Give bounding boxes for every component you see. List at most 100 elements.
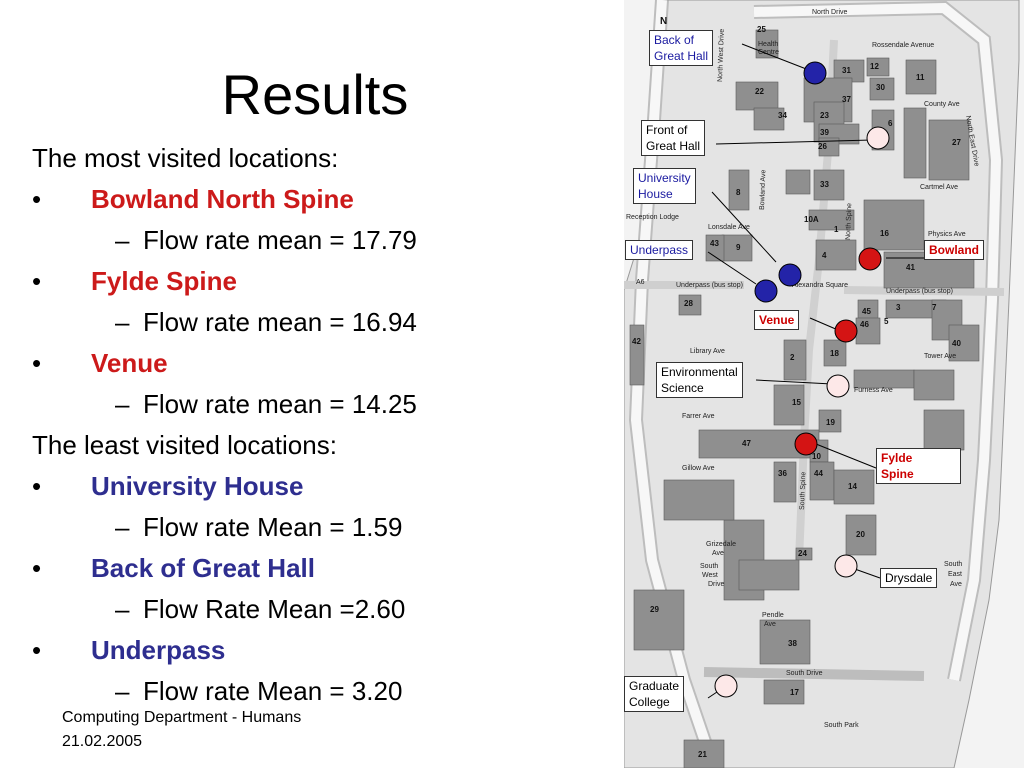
building-number: 18 [830,349,839,358]
building-number: 4 [822,251,827,260]
building-number: 38 [788,639,797,648]
most-item-name: Venue [91,348,168,378]
callout-line: Drysdale [885,571,933,585]
bullet-icon: • [32,266,42,296]
callout-leader-lines [707,43,928,699]
street-label: South [700,563,718,570]
dash-icon: – [115,389,130,419]
street-label: Tower Ave [924,353,956,360]
callout-line: Science [661,381,704,395]
building-number: 2 [790,353,795,362]
building-number: 6 [888,119,893,128]
dash-icon: – [115,512,130,542]
dash-icon: – [115,594,130,624]
building-number: 12 [870,62,879,71]
bullet-icon: • [32,471,42,501]
street-label: Grizedale [706,541,736,548]
callout-line: House [638,187,673,201]
building-number: 28 [684,299,693,308]
street-label: Alexandra Square [792,282,848,289]
street-label: Lonsdale Ave [708,224,750,231]
street-label: North Spine [845,203,853,240]
building-number: 41 [906,263,915,272]
east-perimeter-road-inner [753,2,1002,681]
callout-line: Venue [759,313,795,327]
street-label: Furness Ave [854,387,893,394]
callout-line: Back of [654,33,695,47]
most-item-stat: Flow rate mean = 17.79 [143,225,417,255]
building-number: 30 [876,83,885,92]
street-label: Underpass (bus stop) [886,288,953,295]
marker-environmental-science [826,374,850,398]
marker-university-house [778,263,802,287]
street-label: Ave [950,581,962,588]
street-label: Rossendale Avenue [872,42,934,49]
building-number: 23 [820,111,829,120]
callout-line: Great Hall [646,139,701,153]
least-item-name: University House [91,471,304,501]
dash-icon: – [115,307,130,337]
street-label: Farrer Ave [682,413,715,420]
campus-buildings [629,29,980,768]
building-number: 43 [710,239,719,248]
callout-venue: Venue [754,310,800,330]
building-number: 3 [896,303,901,312]
slide-title: Results [221,63,409,126]
least-item-stat: Flow rate Mean = 3.20 [143,676,403,706]
street-label: Underpass (bus stop) [676,282,743,289]
street-label: Physics Ave [928,231,966,238]
building-number: 10A [804,215,819,224]
building-number: 21 [698,750,707,759]
street-label: A6 [636,279,645,286]
callout-line: Spine [881,467,914,481]
bullet-icon: • [32,184,42,214]
street-label: Ave [712,550,724,557]
least-item-stat: Flow rate Mean = 1.59 [143,512,403,542]
callout-underpass: Underpass [625,240,694,260]
least-item-stat: Flow Rate Mean =2.60 [143,594,406,624]
callout-back-great-hall: Back of Great Hall [649,30,714,66]
street-label: South [944,561,962,568]
building-number: 17 [790,688,799,697]
building-number: 14 [848,482,857,491]
building-number: 1 [834,225,839,234]
street-label: County Ave [924,101,960,108]
street-label: South Drive [786,670,823,677]
callout-line: Front of [646,123,688,137]
building-number: 46 [860,320,869,329]
marker-fylde-spine [794,432,818,456]
building-number: 11 [916,73,925,82]
building-number: 20 [856,530,865,539]
campus-map-drawing: North Drive Rossendale Avenue County Ave… [624,0,1020,768]
marker-back-great-hall [803,61,827,85]
dash-icon: – [115,225,130,255]
building-number: 26 [818,142,827,151]
south-drive-road [703,667,925,681]
street-label: Ave [764,621,776,628]
bullet-icon: • [32,348,42,378]
most-visited-heading: The most visited locations: [32,143,339,173]
marker-bowland [858,247,882,271]
north-arrow-icon: N [660,16,667,27]
street-label: South Spine [799,472,807,510]
building-number: 37 [842,95,851,104]
callout-bowland: Bowland [924,240,984,260]
street-label: Reception Lodge [626,214,679,221]
building-number: 15 [792,398,801,407]
building-number: 42 [632,337,641,346]
building-number: 44 [814,469,823,478]
callout-environmental-science: Environmental Science [656,362,743,398]
street-label: Pendle [762,612,784,619]
street-label: North Drive [812,9,848,16]
building-number: 34 [778,111,787,120]
callout-line: College [629,695,670,709]
building-number: 22 [755,87,764,96]
bullet-icon: • [32,635,42,665]
least-visited-heading: The least visited locations: [32,430,337,460]
building-number: 39 [820,128,829,137]
callout-line: Underpass [630,243,689,257]
most-item-name: Fylde Spine [91,266,237,296]
marker-underpass [754,279,778,303]
street-label: Centre [758,49,779,56]
street-label: West [702,572,718,579]
